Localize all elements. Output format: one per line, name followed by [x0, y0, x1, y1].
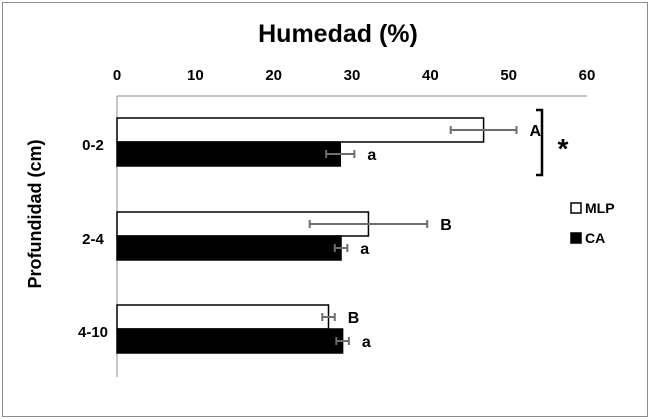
x-tick-label: 30 — [344, 67, 361, 84]
x-tick-label: 10 — [187, 67, 204, 84]
significance-letter: a — [360, 241, 369, 258]
significance-letter: B — [348, 310, 360, 327]
x-tick-label: 60 — [579, 67, 596, 84]
bar-mlp-4-10 — [116, 304, 330, 330]
bar-ca-4-10 — [116, 328, 344, 354]
y-axis-label: Profundidad (cm) — [25, 140, 45, 289]
bar-ca-0-2 — [116, 141, 341, 167]
x-tick-label: 50 — [500, 67, 517, 84]
legend-label-mlp: MLP — [585, 200, 615, 216]
legend-swatch-mlp — [570, 202, 582, 214]
chart-title: Humedad (%) — [258, 20, 418, 48]
legend-label-ca: CA — [585, 230, 605, 246]
bar-mlp-0-2 — [116, 117, 485, 143]
significance-letter: B — [440, 217, 452, 234]
x-tick-label: 0 — [113, 67, 121, 84]
category-label: 2-4 — [82, 231, 104, 248]
category-label: 0-2 — [82, 137, 104, 154]
category-label: 4-10 — [78, 324, 108, 341]
significance-letter: A — [530, 123, 542, 140]
significance-bracket — [536, 108, 544, 177]
significance-asterisk: * — [558, 133, 569, 164]
bar-ca-2-4 — [116, 235, 342, 261]
x-tick-label: 40 — [422, 67, 439, 84]
significance-letter: a — [367, 147, 376, 164]
x-tick-label: 20 — [265, 67, 282, 84]
legend-swatch-ca — [570, 232, 582, 244]
significance-letter: a — [362, 334, 371, 351]
